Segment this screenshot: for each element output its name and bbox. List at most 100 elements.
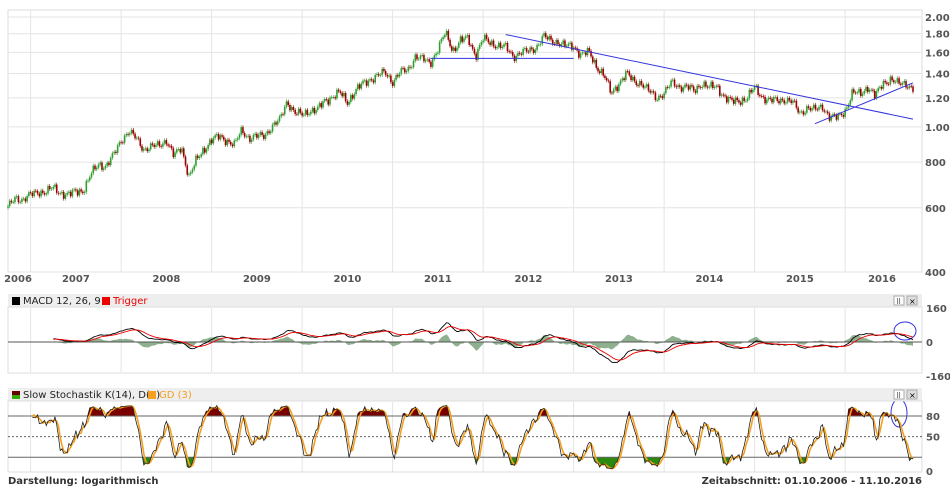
candle bbox=[734, 97, 737, 104]
candle bbox=[884, 80, 886, 83]
candle bbox=[80, 189, 82, 192]
candle bbox=[449, 39, 451, 47]
candle bbox=[487, 38, 490, 43]
price-tick-label: 600 bbox=[925, 204, 946, 215]
candle bbox=[22, 198, 25, 200]
trigger-legend-swatch bbox=[102, 297, 110, 305]
candle bbox=[320, 103, 323, 108]
candle bbox=[99, 162, 102, 165]
candle bbox=[668, 86, 671, 88]
candle bbox=[793, 100, 796, 102]
svg-text:×: × bbox=[909, 297, 916, 306]
candle bbox=[73, 189, 75, 191]
candle bbox=[162, 143, 164, 147]
candle bbox=[398, 73, 401, 77]
candle bbox=[903, 81, 906, 84]
candle bbox=[151, 143, 154, 145]
stoch-tick-label: 50 bbox=[926, 433, 940, 444]
candle bbox=[66, 192, 68, 195]
svg-text:×: × bbox=[909, 391, 916, 400]
candle bbox=[611, 92, 613, 94]
candle bbox=[503, 44, 505, 47]
year-tick-label: 2011 bbox=[424, 274, 452, 285]
candle bbox=[132, 129, 135, 134]
candle bbox=[94, 165, 96, 170]
candle bbox=[109, 157, 112, 165]
candle bbox=[304, 109, 307, 115]
macd-close-button[interactable]: × bbox=[906, 295, 918, 306]
candle bbox=[543, 33, 545, 37]
candle bbox=[332, 97, 335, 98]
candle bbox=[202, 147, 204, 155]
candle bbox=[708, 86, 711, 88]
trendline bbox=[814, 82, 914, 125]
candle bbox=[404, 68, 406, 73]
candle bbox=[875, 91, 878, 99]
candle bbox=[48, 185, 51, 190]
candle bbox=[146, 148, 149, 152]
candle bbox=[713, 86, 716, 88]
candle bbox=[442, 37, 444, 40]
candle bbox=[656, 100, 658, 101]
candle bbox=[410, 67, 413, 69]
price-tick-label: 800 bbox=[925, 158, 946, 169]
candle bbox=[477, 48, 479, 60]
candle bbox=[517, 52, 519, 57]
candle bbox=[593, 59, 596, 63]
candle bbox=[196, 155, 199, 159]
candle bbox=[778, 100, 780, 104]
candle bbox=[224, 139, 227, 146]
candle bbox=[336, 89, 338, 99]
candle bbox=[776, 97, 779, 101]
candle bbox=[400, 67, 403, 74]
stoch-close-button[interactable]: × bbox=[906, 389, 918, 400]
price-tick-label: 1.600 bbox=[925, 48, 950, 59]
candle bbox=[426, 59, 429, 61]
gd-legend-swatch bbox=[148, 391, 156, 399]
candle bbox=[647, 84, 650, 91]
price-grid bbox=[7, 9, 923, 472]
candle bbox=[604, 75, 606, 79]
candle bbox=[699, 87, 702, 88]
candle bbox=[417, 58, 420, 60]
candle bbox=[795, 100, 798, 108]
stoch-expand-button[interactable]: ⠿ bbox=[893, 389, 905, 400]
macd-tick-label: -160 bbox=[926, 372, 950, 383]
candle bbox=[538, 44, 540, 46]
candle bbox=[75, 189, 77, 191]
candle bbox=[642, 84, 645, 88]
candle bbox=[644, 86, 646, 88]
candle bbox=[565, 46, 568, 47]
candle bbox=[910, 85, 913, 87]
candle bbox=[254, 133, 256, 136]
candle bbox=[69, 191, 72, 197]
candle bbox=[334, 97, 336, 99]
candle bbox=[731, 97, 733, 100]
candle bbox=[631, 76, 634, 81]
period-label: Zeitabschnitt: 01.10.2006 - 11.10.2016 bbox=[702, 476, 922, 487]
stoch-k-line bbox=[32, 404, 914, 470]
candle bbox=[231, 144, 234, 147]
candle bbox=[61, 191, 63, 194]
candle bbox=[858, 88, 860, 93]
candle bbox=[797, 107, 799, 113]
candle bbox=[625, 71, 627, 81]
candle bbox=[609, 81, 611, 93]
year-tick-label: 2007 bbox=[62, 274, 90, 285]
candle bbox=[104, 165, 107, 169]
candle bbox=[893, 80, 895, 83]
candle bbox=[174, 152, 176, 158]
candle bbox=[658, 95, 660, 101]
candle bbox=[19, 202, 21, 203]
macd-expand-button[interactable]: ⠿ bbox=[893, 295, 905, 306]
candle bbox=[692, 86, 695, 91]
year-tick-label: 2012 bbox=[514, 274, 542, 285]
candle bbox=[468, 35, 471, 45]
candle bbox=[524, 48, 526, 49]
candle bbox=[818, 106, 820, 110]
candle bbox=[155, 144, 157, 147]
candle bbox=[717, 85, 719, 87]
candle bbox=[539, 43, 542, 45]
candle bbox=[837, 113, 839, 120]
candle bbox=[665, 87, 667, 94]
